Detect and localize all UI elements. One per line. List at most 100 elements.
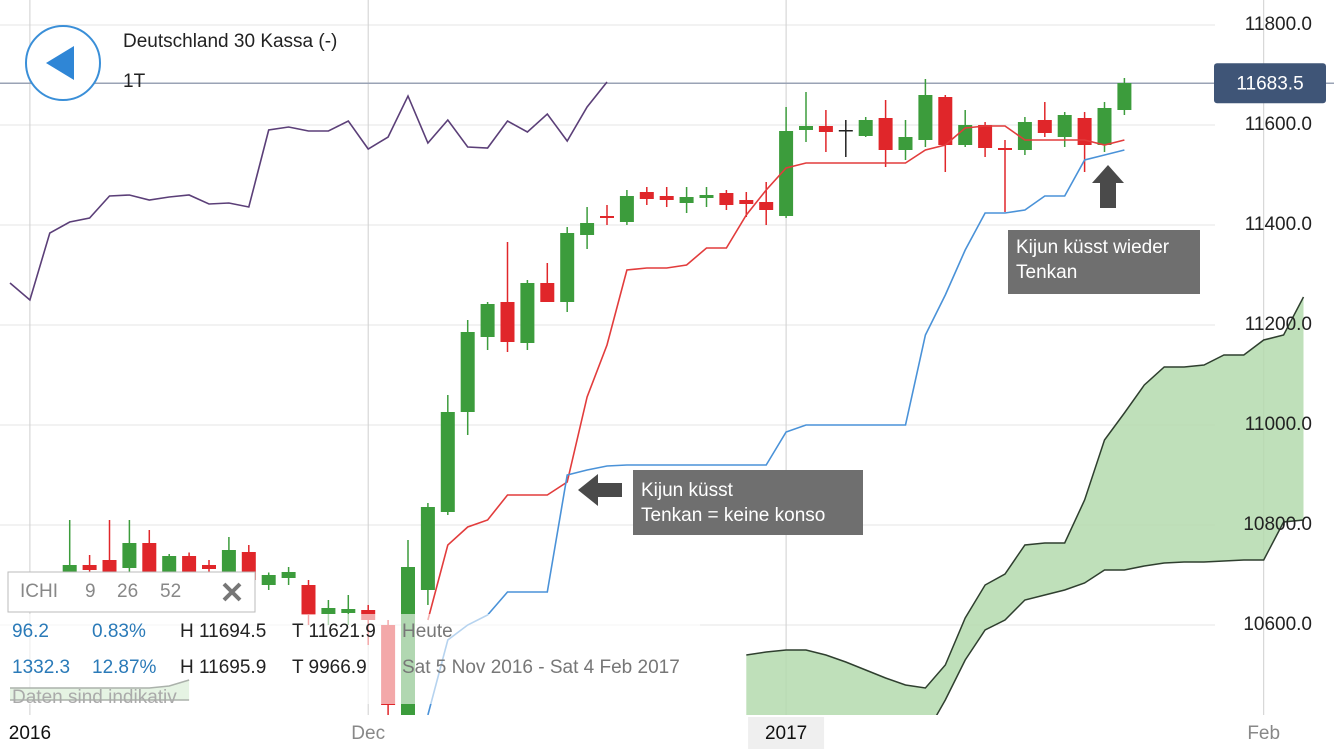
candle-body (799, 126, 813, 130)
candle-body (918, 95, 933, 140)
x-tick-label: 2017 (765, 723, 807, 744)
annotation-text: Tenkan = keine konso (641, 505, 825, 526)
y-tick-label: 11800.0 (1245, 14, 1312, 35)
x-tick-label: Dec (351, 723, 385, 744)
candle-body (102, 560, 117, 575)
indicator-value: Heute (402, 621, 453, 642)
annotation-text: Tenkan (1016, 262, 1077, 283)
back-icon[interactable] (46, 46, 74, 80)
last-price-label: 11683.5 (1236, 73, 1303, 94)
candle-body (500, 302, 515, 342)
candle-body (341, 609, 356, 613)
y-tick-label: 10800.0 (1243, 514, 1312, 535)
indicator-line (427, 125, 1125, 621)
indicator-value: 0.83% (92, 621, 146, 642)
info-background (0, 614, 700, 704)
candle-body (122, 543, 137, 568)
candle-body (619, 196, 634, 222)
cloud-fill (746, 297, 1304, 715)
candle-body (162, 556, 177, 572)
candle-body (818, 126, 833, 132)
annotation-arrow (578, 474, 622, 506)
candle-body (1017, 122, 1032, 150)
indicator-line (427, 149, 1125, 715)
y-tick-label: 11400.0 (1245, 214, 1312, 235)
indicator-line (9, 81, 608, 302)
indicator-value: 96.2 (12, 621, 49, 642)
candle-body (1097, 108, 1112, 145)
indicator-value: 12.87% (92, 657, 157, 678)
candle-body (520, 283, 535, 343)
candle-body (420, 507, 435, 590)
candle-body (460, 332, 475, 412)
indicator-value: T 9966.9 (292, 657, 367, 678)
candle-body (1077, 118, 1092, 145)
indicator-value: H 11695.9 (180, 657, 266, 678)
y-tick-label: 11600.0 (1245, 114, 1312, 135)
candle-body (62, 565, 77, 575)
last-price-box (1214, 63, 1326, 104)
annotation-box (1008, 230, 1200, 294)
overlay: Deutschland 30 Kassa (-) 1T Kijun küsst … (0, 14, 1334, 750)
y-tick-label: 10600.0 (1243, 614, 1312, 635)
indicator-value: 1332.3 (12, 657, 70, 678)
close-icon[interactable] (222, 582, 242, 602)
candle-body (261, 575, 276, 585)
candle-body (540, 283, 555, 302)
candle-body (898, 137, 913, 150)
candle-body (480, 304, 495, 337)
candle-body (600, 216, 614, 218)
candle-body (739, 200, 754, 204)
candle-body (142, 543, 157, 575)
timeframe[interactable]: 1T (123, 71, 146, 92)
candle-body (639, 192, 654, 199)
candle-body (202, 565, 216, 569)
candle-body (779, 131, 794, 216)
indicator-param: 26 (117, 581, 138, 602)
candle-body (878, 118, 893, 150)
annotation-text: Kijun küsst wieder (1016, 237, 1170, 258)
y-tick-label: 11000.0 (1245, 414, 1312, 435)
indicator-param: 52 (160, 581, 181, 602)
x-label-background (748, 717, 825, 749)
x-tick-label: 2016 (9, 723, 51, 744)
y-tick-label: 11200.0 (1245, 314, 1312, 335)
candle-body (1057, 115, 1072, 137)
annotation-box (633, 470, 863, 535)
candle-body (719, 193, 734, 205)
candle-body (221, 550, 236, 575)
x-label-background (0, 717, 68, 749)
indicator-name: ICHI (20, 581, 58, 602)
candle-body (321, 608, 336, 614)
candle-body (998, 148, 1012, 150)
candle-body (281, 572, 296, 578)
disclaimer: Daten sind indikativ (12, 687, 177, 708)
x-axis-band (0, 715, 1334, 750)
indicator-value: Sat 5 Nov 2016 - Sat 4 Feb 2017 (402, 657, 680, 678)
candle-body (838, 130, 853, 132)
candle-body (440, 412, 455, 512)
candle-body (679, 197, 694, 203)
candle-body (580, 223, 595, 235)
candle-body (182, 556, 197, 572)
candle-body (759, 202, 774, 210)
candle-body (938, 97, 953, 145)
indicator-rows: 96.2 0.83% H 11694.5 T 11621.9 Heute 1332.3 12… (12, 621, 680, 678)
annotation-text: Kijun küsst (641, 480, 734, 501)
x-tick-label: Feb (1247, 723, 1280, 744)
candle-body (858, 120, 873, 136)
annotation-arrow (1092, 165, 1124, 208)
indicator-param: 9 (85, 581, 96, 602)
candle-body (560, 233, 575, 302)
indicator-value: H 11694.5 (180, 621, 266, 642)
chart-title: Deutschland 30 Kassa (-) (123, 31, 337, 52)
candle-body (1117, 83, 1132, 110)
candle-body (82, 565, 97, 570)
indicator-value: T 11621.9 (292, 621, 376, 642)
candle-body (699, 195, 714, 198)
candle-body (1037, 120, 1052, 133)
indicator-box[interactable] (7, 571, 256, 613)
candle-body (978, 125, 993, 148)
candle-body (659, 196, 674, 200)
